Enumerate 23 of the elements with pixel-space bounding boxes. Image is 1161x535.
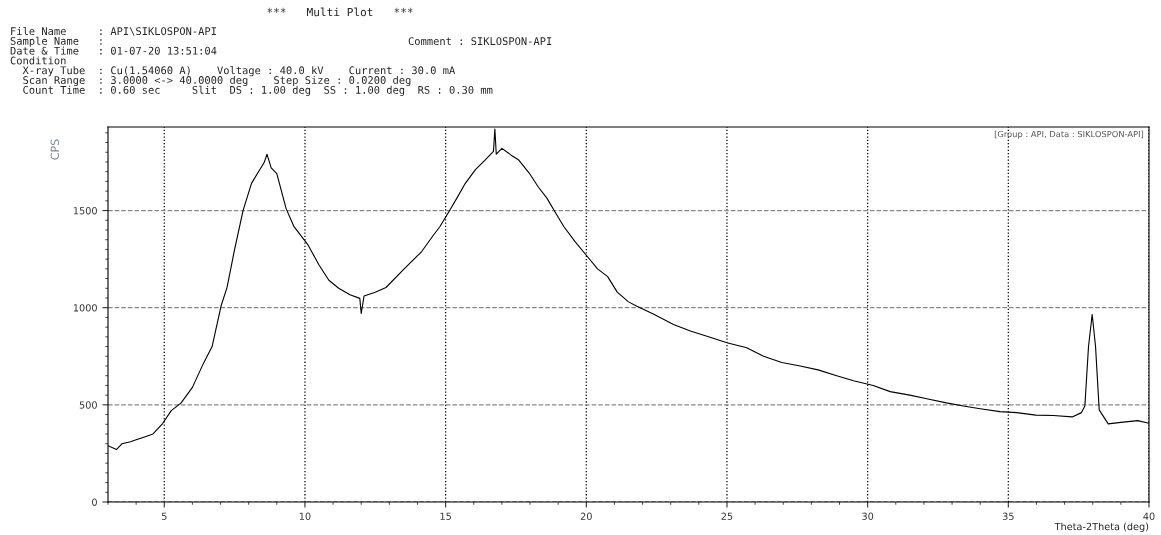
text: Date & Time : 01-07-20 13:51:04 bbox=[10, 46, 217, 55]
x-tick-label: 25 bbox=[721, 512, 733, 520]
text: Count Time : 0.60 sec Slit DS : 1.00 deg SS : 1.00 deg RS : 0.30 mm bbox=[23, 85, 493, 96]
text: Comment : SIKLOSPON-API bbox=[408, 37, 552, 46]
text: Condition bbox=[10, 56, 66, 65]
x-tick-label: 15 bbox=[440, 512, 451, 520]
y-tick-label: 500 bbox=[79, 401, 97, 409]
y-tick-label: 1500 bbox=[73, 207, 97, 215]
chart-title: *** Multi Plot *** bbox=[267, 7, 413, 17]
text: File Name : API\SIKLOSPON-API bbox=[11, 26, 216, 36]
x-tick-label: 35 bbox=[1002, 512, 1014, 520]
x-tick-label: 30 bbox=[862, 512, 874, 520]
y-axis-title: CPS bbox=[50, 139, 59, 160]
x-tick-label: 10 bbox=[299, 512, 311, 520]
annotation: [Group : API, Data : SIKLOSPON-API] bbox=[994, 130, 1144, 139]
y-tick-label: 0 bbox=[92, 498, 97, 506]
x-tick-label: 5 bbox=[161, 512, 167, 520]
x-axis-title: Theta-2Theta (deg) bbox=[1054, 522, 1149, 533]
x-tick-label: 20 bbox=[580, 512, 592, 520]
x-tick-label: 40 bbox=[1143, 512, 1155, 520]
y-tick-label: 1000 bbox=[73, 304, 97, 312]
text: X-ray Tube : Cu(1.54060 A) Voltage : 40.0 kV Current : 30.0 mA bbox=[22, 66, 456, 77]
text: Sample Name : bbox=[10, 36, 102, 47]
